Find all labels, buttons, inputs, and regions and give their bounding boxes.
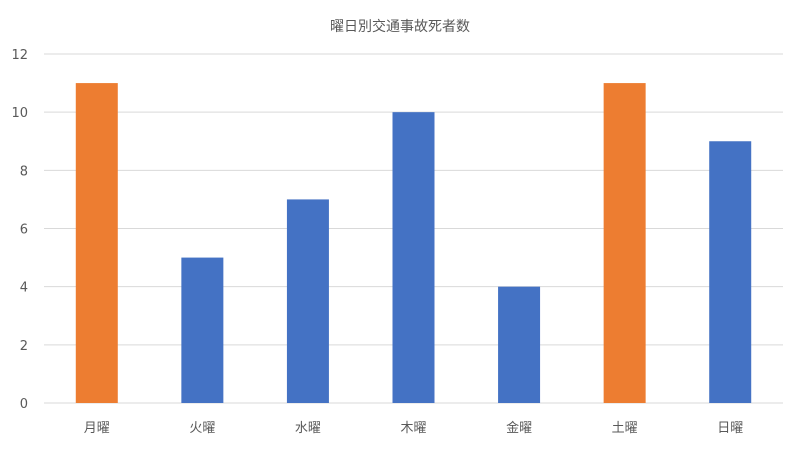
y-tick-label: 12: [11, 48, 28, 63]
y-tick-label: 6: [20, 223, 28, 238]
x-axis-category-labels: 月曜 火曜 水曜 木曜 金曜 土曜 日曜: [84, 420, 743, 436]
bar-3: [392, 112, 435, 404]
bar-1: [181, 257, 224, 403]
x-category-label: 日曜: [717, 421, 743, 436]
bar-0: [75, 83, 118, 403]
y-tick-label: 4: [20, 281, 28, 296]
y-axis-tick-labels: 0 2 4 6 8 10 12: [11, 48, 28, 412]
x-category-label: 木曜: [400, 421, 426, 436]
y-tick-label: 10: [11, 106, 28, 121]
bar-5: [603, 83, 646, 403]
bar-6: [709, 141, 752, 403]
y-tick-label: 8: [20, 164, 28, 179]
y-tick-label: 0: [20, 397, 28, 412]
chart-title: 曜日別交通事故死者数: [330, 18, 470, 35]
bar-4: [498, 286, 541, 403]
x-category-label: 金曜: [506, 420, 532, 436]
x-category-label: 土曜: [612, 421, 638, 436]
x-category-label: 水曜: [295, 421, 321, 436]
bars: [75, 83, 752, 404]
x-category-label: 月曜: [84, 421, 110, 436]
x-category-label: 火曜: [189, 421, 215, 436]
y-tick-label: 2: [20, 339, 28, 354]
bar-2: [286, 199, 329, 403]
